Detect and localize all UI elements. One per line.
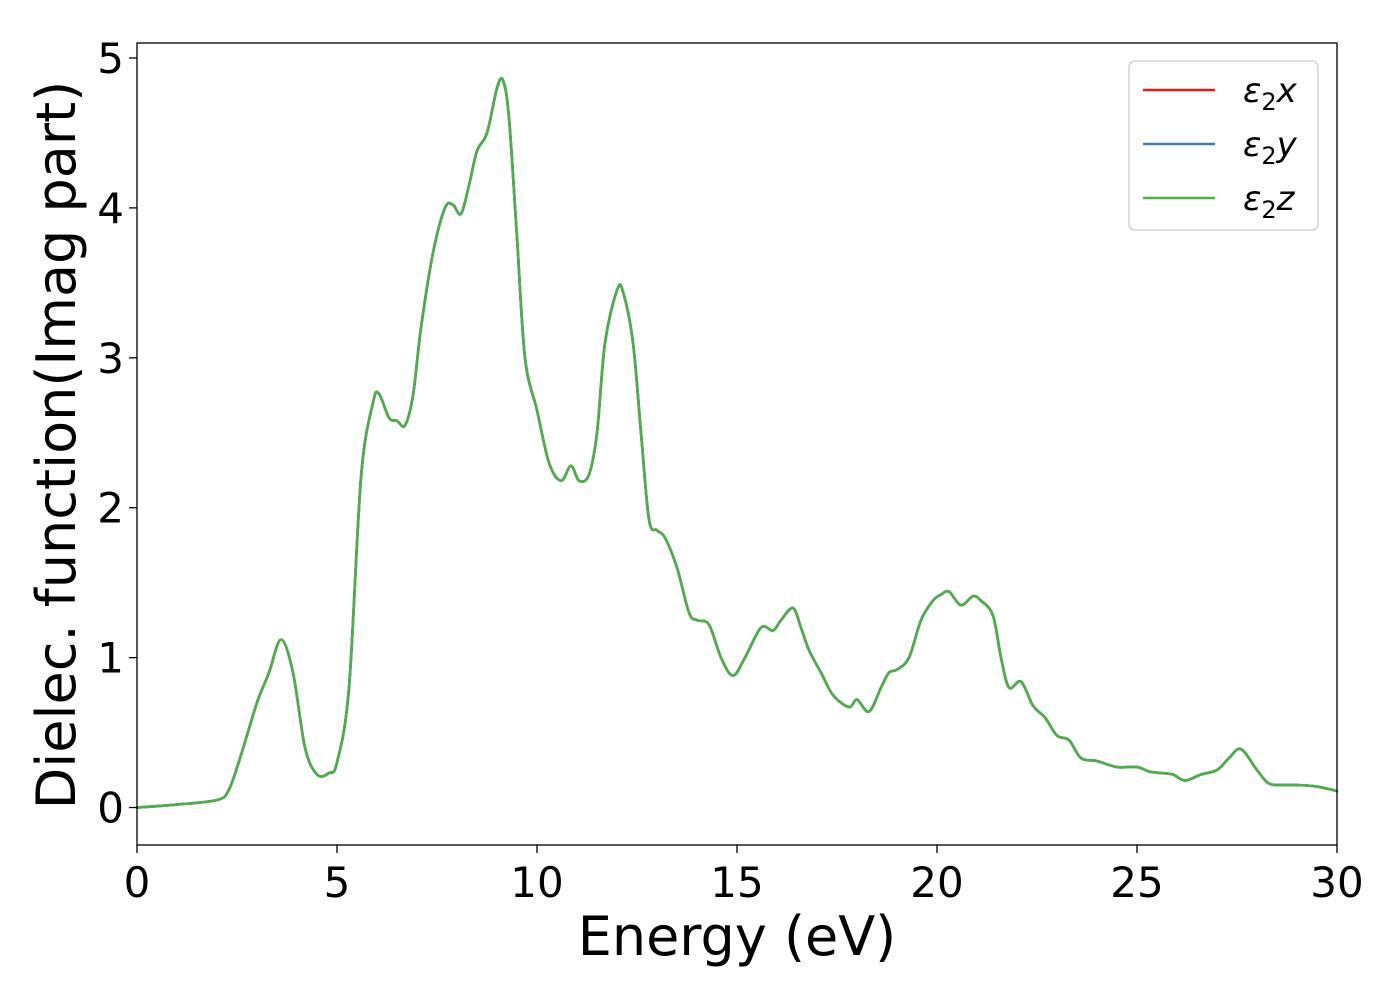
y-tick-label: 1 (97, 634, 124, 683)
y-tick-label: 4 (97, 184, 124, 233)
x-tick-label: 10 (510, 858, 563, 907)
y-tick-label: 5 (97, 34, 124, 83)
legend-label-suffix: x (1276, 71, 1298, 111)
x-tick-label: 25 (1110, 858, 1163, 907)
series-line-z (135, 77, 1339, 809)
legend-label-x: ε2x (1243, 71, 1298, 116)
x-tick-label: 15 (710, 858, 763, 907)
x-tick-label: 30 (1310, 858, 1363, 907)
legend-label-z: ε2z (1243, 179, 1296, 224)
x-tick-label: 0 (124, 858, 151, 907)
legend-label-suffix: y (1276, 125, 1298, 165)
y-axis-label: Dielec. function(Imag part) (25, 81, 88, 810)
series-layer (135, 77, 1339, 809)
legend-label-subscript: 2 (1261, 142, 1276, 170)
legend-label-y: ε2y (1243, 125, 1298, 170)
x-tick-label: 20 (910, 858, 963, 907)
y-tick-label: 0 (97, 784, 124, 833)
legend-label-subscript: 2 (1261, 88, 1276, 116)
legend-box (1128, 60, 1319, 231)
x-axis-label: Energy (eV) (578, 905, 897, 968)
legend-label-base: ε (1243, 179, 1261, 219)
legend-label-suffix: z (1276, 179, 1296, 219)
legend-label-subscript: 2 (1261, 196, 1276, 224)
legend-label-base: ε (1243, 125, 1261, 165)
x-axis: 0 5 10 15 20 25 30 (124, 845, 1364, 907)
y-tick-label: 3 (97, 334, 124, 383)
y-tick-label: 2 (97, 484, 124, 533)
y-axis: 0 1 2 3 4 5 (97, 34, 137, 833)
x-tick-label: 5 (324, 858, 351, 907)
legend-label-base: ε (1243, 71, 1261, 111)
